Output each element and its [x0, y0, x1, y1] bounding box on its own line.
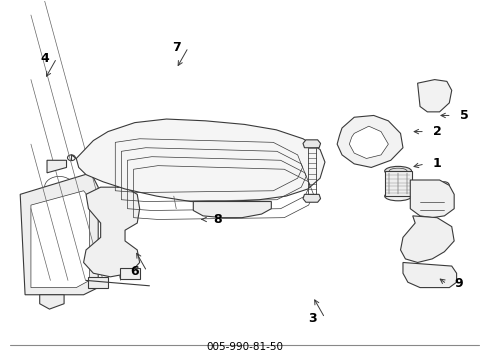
Ellipse shape	[427, 89, 441, 99]
Ellipse shape	[427, 275, 436, 282]
Polygon shape	[31, 191, 89, 288]
Text: 3: 3	[308, 311, 316, 325]
Polygon shape	[193, 202, 271, 218]
Text: 4: 4	[40, 51, 49, 64]
Polygon shape	[348, 126, 387, 158]
Text: 9: 9	[454, 278, 463, 291]
Ellipse shape	[133, 135, 142, 142]
Ellipse shape	[276, 139, 285, 145]
Ellipse shape	[138, 170, 146, 176]
Text: 1: 1	[432, 157, 441, 170]
Ellipse shape	[181, 130, 190, 136]
Ellipse shape	[105, 207, 130, 225]
Polygon shape	[409, 180, 453, 218]
Polygon shape	[176, 134, 198, 184]
Polygon shape	[336, 116, 402, 167]
Text: 5: 5	[459, 109, 468, 122]
Ellipse shape	[307, 142, 315, 145]
Ellipse shape	[384, 166, 411, 176]
Polygon shape	[384, 171, 411, 196]
Ellipse shape	[96, 150, 105, 156]
Ellipse shape	[67, 155, 75, 161]
Polygon shape	[83, 187, 140, 277]
Text: 6: 6	[130, 265, 139, 278]
Polygon shape	[303, 194, 320, 202]
Ellipse shape	[73, 192, 84, 201]
Text: 8: 8	[213, 213, 222, 226]
Ellipse shape	[217, 208, 227, 213]
Polygon shape	[76, 119, 325, 202]
Polygon shape	[47, 160, 66, 173]
Ellipse shape	[380, 132, 390, 139]
Ellipse shape	[96, 162, 105, 169]
Ellipse shape	[29, 199, 41, 208]
Polygon shape	[40, 295, 64, 309]
Ellipse shape	[420, 281, 428, 287]
Ellipse shape	[73, 280, 84, 288]
Ellipse shape	[51, 161, 62, 167]
Text: 7: 7	[171, 41, 180, 54]
Polygon shape	[88, 277, 108, 288]
Polygon shape	[417, 80, 451, 112]
Ellipse shape	[200, 206, 210, 212]
Ellipse shape	[46, 299, 58, 305]
Polygon shape	[400, 216, 453, 262]
Ellipse shape	[181, 139, 190, 146]
Polygon shape	[303, 140, 320, 148]
Polygon shape	[120, 268, 140, 279]
Ellipse shape	[308, 164, 317, 171]
Ellipse shape	[113, 174, 122, 179]
Ellipse shape	[439, 182, 448, 189]
Text: 2: 2	[432, 125, 441, 138]
Text: 005-990-81-50: 005-990-81-50	[205, 342, 283, 352]
Ellipse shape	[251, 206, 262, 212]
Ellipse shape	[230, 132, 239, 138]
Ellipse shape	[29, 280, 41, 288]
Ellipse shape	[305, 152, 314, 158]
Polygon shape	[402, 262, 456, 288]
Ellipse shape	[384, 192, 411, 201]
Ellipse shape	[234, 208, 244, 213]
Polygon shape	[20, 173, 98, 295]
